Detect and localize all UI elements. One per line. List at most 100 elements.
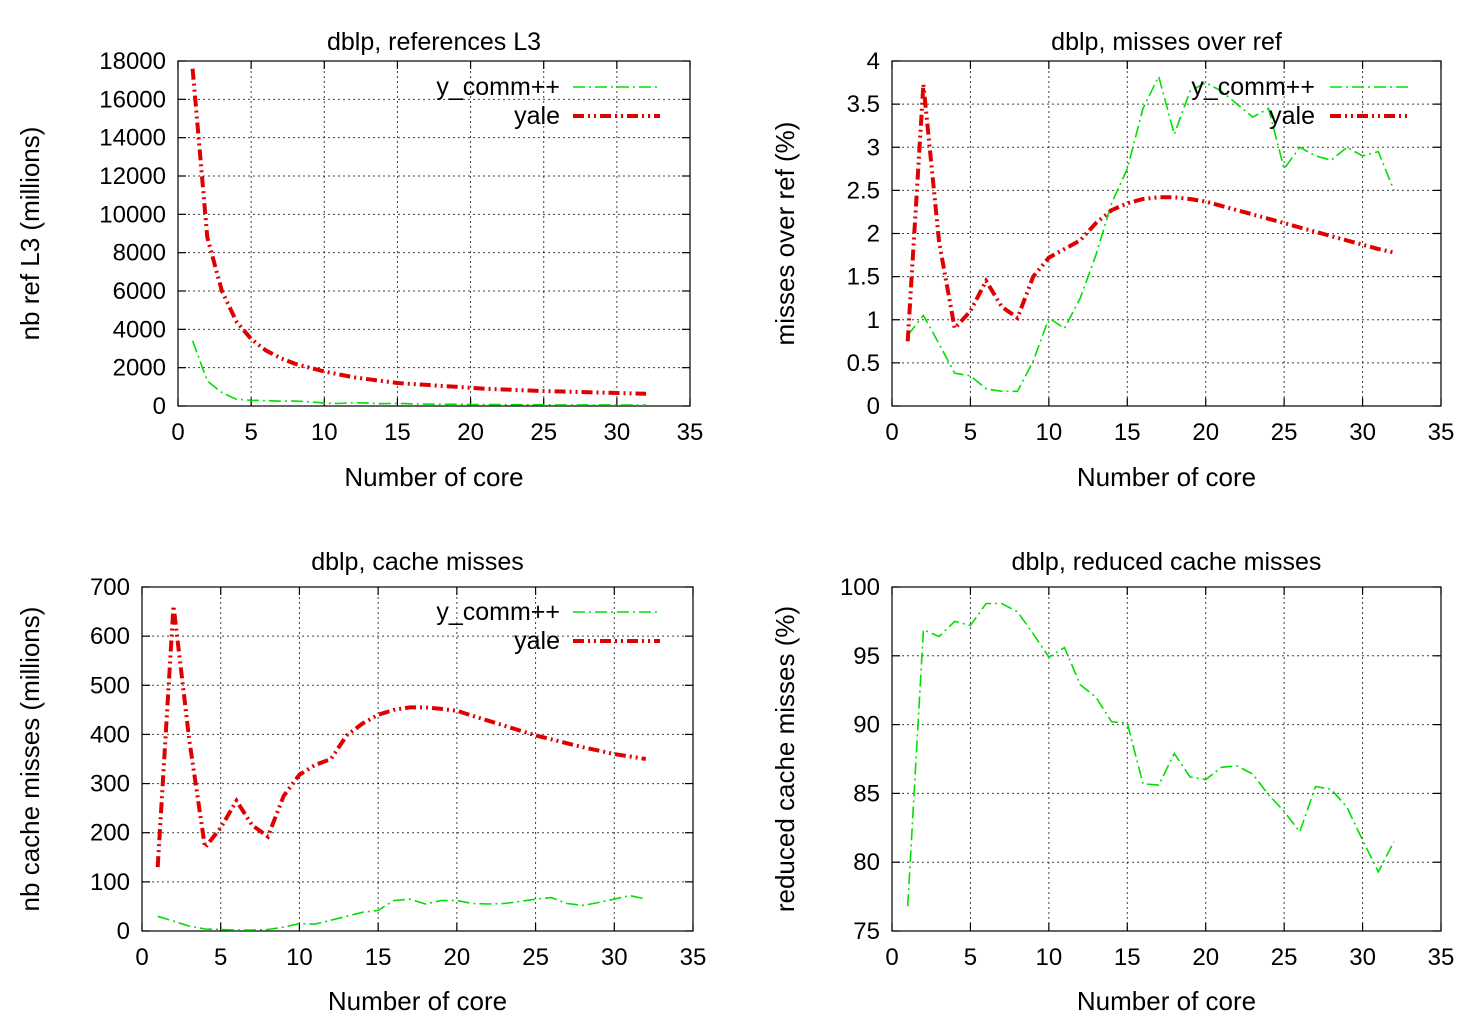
y-tick-label: 2000 bbox=[113, 355, 166, 382]
x-tick-label: 0 bbox=[885, 944, 898, 971]
x-tick-label: 0 bbox=[171, 419, 184, 446]
x-tick-label: 15 bbox=[384, 419, 411, 446]
y-tick-label: 0.5 bbox=[847, 350, 880, 377]
x-tick-label: 10 bbox=[1036, 944, 1063, 971]
x-tick-label: 35 bbox=[1428, 944, 1455, 971]
y-tick-label: 14000 bbox=[99, 125, 166, 152]
y-tick-label: 2 bbox=[867, 221, 880, 248]
legend: y_comm++yale bbox=[1191, 73, 1410, 130]
y-tick-label: 400 bbox=[90, 721, 130, 748]
series-line-yale bbox=[190, 68, 647, 396]
x-axis-label: Number of core bbox=[328, 986, 507, 1016]
x-tick-label: 20 bbox=[444, 944, 471, 971]
y-axis-label: reduced cache misses (%) bbox=[770, 606, 800, 912]
x-tick-label: 25 bbox=[522, 944, 549, 971]
series-line-series-0 bbox=[906, 602, 1395, 907]
x-tick-label: 25 bbox=[1271, 419, 1298, 446]
y-tick-label: 1 bbox=[867, 307, 880, 334]
y-tick-label: 4000 bbox=[113, 316, 166, 343]
y-tick-label: 6000 bbox=[113, 278, 166, 305]
y-tick-label: 10000 bbox=[99, 201, 166, 228]
plot-frame bbox=[141, 586, 694, 932]
x-tick-label: 25 bbox=[1271, 944, 1298, 971]
x-axis-label: Number of core bbox=[344, 462, 523, 492]
x-tick-label: 5 bbox=[964, 944, 977, 971]
y-tick-label: 200 bbox=[90, 820, 130, 847]
legend: y_comm++yale bbox=[436, 598, 660, 655]
x-tick-label: 10 bbox=[311, 419, 338, 446]
y-tick-label: 8000 bbox=[113, 240, 166, 267]
y-tick-label: 2.5 bbox=[847, 177, 880, 204]
x-tick-label: 20 bbox=[1192, 419, 1219, 446]
y-tick-label: 500 bbox=[90, 672, 130, 699]
y-tick-label: 0 bbox=[867, 393, 880, 420]
series-line-y-comm- bbox=[907, 74, 1395, 393]
plot-frame bbox=[177, 60, 691, 407]
y-tick-label: 85 bbox=[853, 780, 880, 807]
y-axis-label: nb cache misses (millions) bbox=[15, 607, 45, 912]
x-tick-label: 5 bbox=[244, 419, 257, 446]
series-line-y-comm- bbox=[157, 894, 646, 931]
x-tick-label: 15 bbox=[365, 944, 392, 971]
x-tick-label: 15 bbox=[1114, 944, 1141, 971]
series-line-y-comm- bbox=[191, 340, 647, 406]
series-line-yale bbox=[155, 605, 647, 868]
chart-title: dblp, reduced cache misses bbox=[1012, 548, 1322, 576]
x-tick-label: 10 bbox=[286, 944, 313, 971]
y-tick-label: 16000 bbox=[99, 86, 166, 113]
x-tick-label: 0 bbox=[135, 944, 148, 971]
x-tick-label: 10 bbox=[1036, 419, 1063, 446]
x-tick-label: 20 bbox=[457, 419, 484, 446]
y-tick-label: 100 bbox=[840, 574, 880, 601]
plot-frame bbox=[891, 586, 1442, 932]
x-tick-label: 5 bbox=[214, 944, 227, 971]
x-axis-label: Number of core bbox=[1077, 986, 1256, 1016]
x-tick-label: 35 bbox=[1428, 419, 1455, 446]
legend-label: yale bbox=[1269, 102, 1315, 130]
legend-label: y_comm++ bbox=[436, 73, 560, 101]
x-tick-label: 30 bbox=[1349, 944, 1376, 971]
x-tick-label: 30 bbox=[1349, 419, 1376, 446]
chart-panel-1: 0 5 10 15 20 25 30 35 0 2000 4000 6000 8000 10000 1200… bbox=[15, 28, 703, 492]
y-tick-label: 12000 bbox=[99, 163, 166, 190]
legend: y_comm++yale bbox=[436, 73, 660, 130]
y-tick-label: 95 bbox=[853, 643, 880, 670]
chart-panel-3: 0 5 10 15 20 25 30 35 0 100 200 300 400 500 600 700 dblp… bbox=[15, 548, 706, 1016]
y-tick-label: 0 bbox=[153, 393, 166, 420]
chart-panel-4: 0 5 10 15 20 25 30 35 75 80 85 90 95 100 dblp, reduced… bbox=[770, 548, 1454, 1016]
y-tick-label: 300 bbox=[90, 771, 130, 798]
legend-label: yale bbox=[514, 102, 560, 130]
y-tick-label: 3 bbox=[867, 134, 880, 161]
x-tick-label: 30 bbox=[604, 419, 631, 446]
y-tick-label: 1.5 bbox=[847, 264, 880, 291]
y-axis-label: misses over ref (%) bbox=[770, 122, 800, 346]
y-tick-label: 100 bbox=[90, 869, 130, 896]
x-tick-label: 25 bbox=[530, 419, 557, 446]
legend-label: y_comm++ bbox=[436, 598, 560, 626]
y-tick-label: 0 bbox=[117, 918, 130, 945]
chart-title: dblp, references L3 bbox=[327, 28, 541, 56]
chart-title: dblp, cache misses bbox=[311, 548, 524, 576]
series-line-yale bbox=[905, 84, 1395, 342]
legend-label: yale bbox=[514, 627, 560, 655]
y-tick-label: 4 bbox=[867, 48, 880, 75]
legend-label: y_comm++ bbox=[1191, 73, 1315, 101]
x-tick-label: 35 bbox=[680, 944, 707, 971]
y-tick-label: 90 bbox=[853, 712, 880, 739]
y-tick-label: 80 bbox=[853, 849, 880, 876]
x-tick-label: 35 bbox=[677, 419, 704, 446]
x-tick-label: 0 bbox=[885, 419, 898, 446]
chart-title: dblp, misses over ref bbox=[1051, 28, 1282, 56]
y-tick-label: 600 bbox=[90, 623, 130, 650]
y-tick-label: 18000 bbox=[99, 48, 166, 75]
y-tick-label: 3.5 bbox=[847, 91, 880, 118]
chart-panel-2: 0 5 10 15 20 25 30 35 0 0.5 1 1.5 2 2.5 3 3.5 4 dblp, mis… bbox=[770, 28, 1454, 492]
x-tick-label: 15 bbox=[1114, 419, 1141, 446]
x-tick-label: 30 bbox=[601, 944, 628, 971]
x-axis-label: Number of core bbox=[1077, 462, 1256, 492]
y-tick-label: 75 bbox=[853, 918, 880, 945]
x-tick-label: 20 bbox=[1192, 944, 1219, 971]
y-tick-label: 700 bbox=[90, 574, 130, 601]
y-axis-label: nb ref L3 (millions) bbox=[15, 127, 45, 341]
